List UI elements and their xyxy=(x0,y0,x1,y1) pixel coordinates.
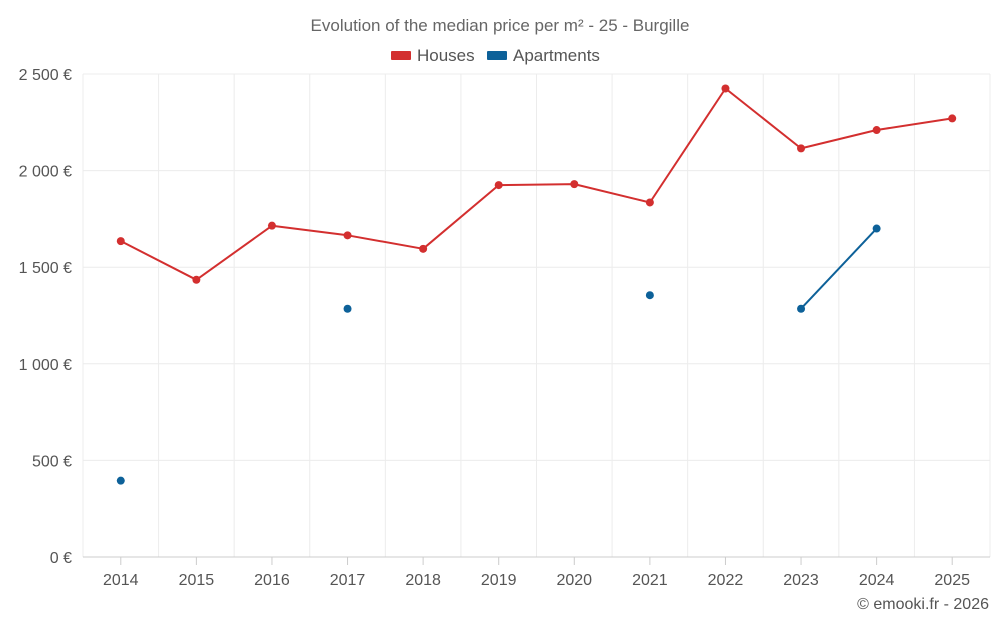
y-tick-label: 2 500 € xyxy=(19,67,72,84)
series-apartments xyxy=(116,224,881,485)
x-tick-label: 2025 xyxy=(934,572,970,589)
data-point-houses xyxy=(419,244,428,253)
series-houses xyxy=(116,84,957,284)
legend-swatch-apartments xyxy=(487,51,507,60)
x-tick-label: 2023 xyxy=(783,572,819,589)
legend-label-apartments: Apartments xyxy=(513,46,600,65)
legend-swatch-houses xyxy=(391,51,411,60)
data-point-apartments xyxy=(797,304,806,313)
legend-label-houses: Houses xyxy=(417,46,475,65)
y-tick-label: 2 000 € xyxy=(19,164,72,181)
copyright-credit: © emooki.fr - 2026 xyxy=(857,596,989,613)
x-tick-label: 2015 xyxy=(179,572,215,589)
data-point-apartments xyxy=(645,291,654,300)
y-tick-label: 1 000 € xyxy=(19,357,72,374)
data-point-houses xyxy=(872,126,881,135)
data-point-houses xyxy=(343,231,352,240)
x-tick-label: 2021 xyxy=(632,572,668,589)
x-tick-label: 2018 xyxy=(405,572,441,589)
axes: 0 € 500 € 1 000 € 1 500 € 2 000 € 2 500 € 2014… xyxy=(19,67,990,589)
data-point-houses xyxy=(721,84,730,93)
legend-item-apartments[interactable]: Apartments xyxy=(487,46,600,65)
x-tick-label: 2017 xyxy=(330,572,366,589)
data-point-apartments xyxy=(116,476,125,485)
legend-item-houses[interactable]: Houses xyxy=(391,46,475,65)
series-line-apartments xyxy=(800,227,878,310)
grid xyxy=(82,73,991,557)
x-tick-label: 2014 xyxy=(103,572,139,589)
series-line-houses xyxy=(120,87,953,281)
x-tick-label: 2024 xyxy=(859,572,895,589)
y-tick-label: 1 500 € xyxy=(19,260,72,277)
data-point-houses xyxy=(267,221,276,230)
data-point-houses xyxy=(570,180,579,189)
data-point-apartments xyxy=(872,224,881,233)
data-point-houses xyxy=(645,198,654,207)
legend: Houses Apartments xyxy=(391,46,600,65)
y-tick-label: 500 € xyxy=(32,453,72,470)
data-point-apartments xyxy=(343,304,352,313)
x-tick-label: 2020 xyxy=(556,572,592,589)
x-tick-label: 2016 xyxy=(254,572,290,589)
data-point-houses xyxy=(116,237,125,246)
data-point-houses xyxy=(494,181,503,190)
x-tick-label: 2022 xyxy=(708,572,744,589)
x-tick-label: 2019 xyxy=(481,572,517,589)
data-point-houses xyxy=(797,144,806,153)
chart-title: Evolution of the median price per m² - 2… xyxy=(311,16,690,35)
series xyxy=(116,84,957,485)
data-point-houses xyxy=(948,114,957,123)
y-tick-label: 0 € xyxy=(50,550,72,567)
data-point-houses xyxy=(192,275,201,284)
